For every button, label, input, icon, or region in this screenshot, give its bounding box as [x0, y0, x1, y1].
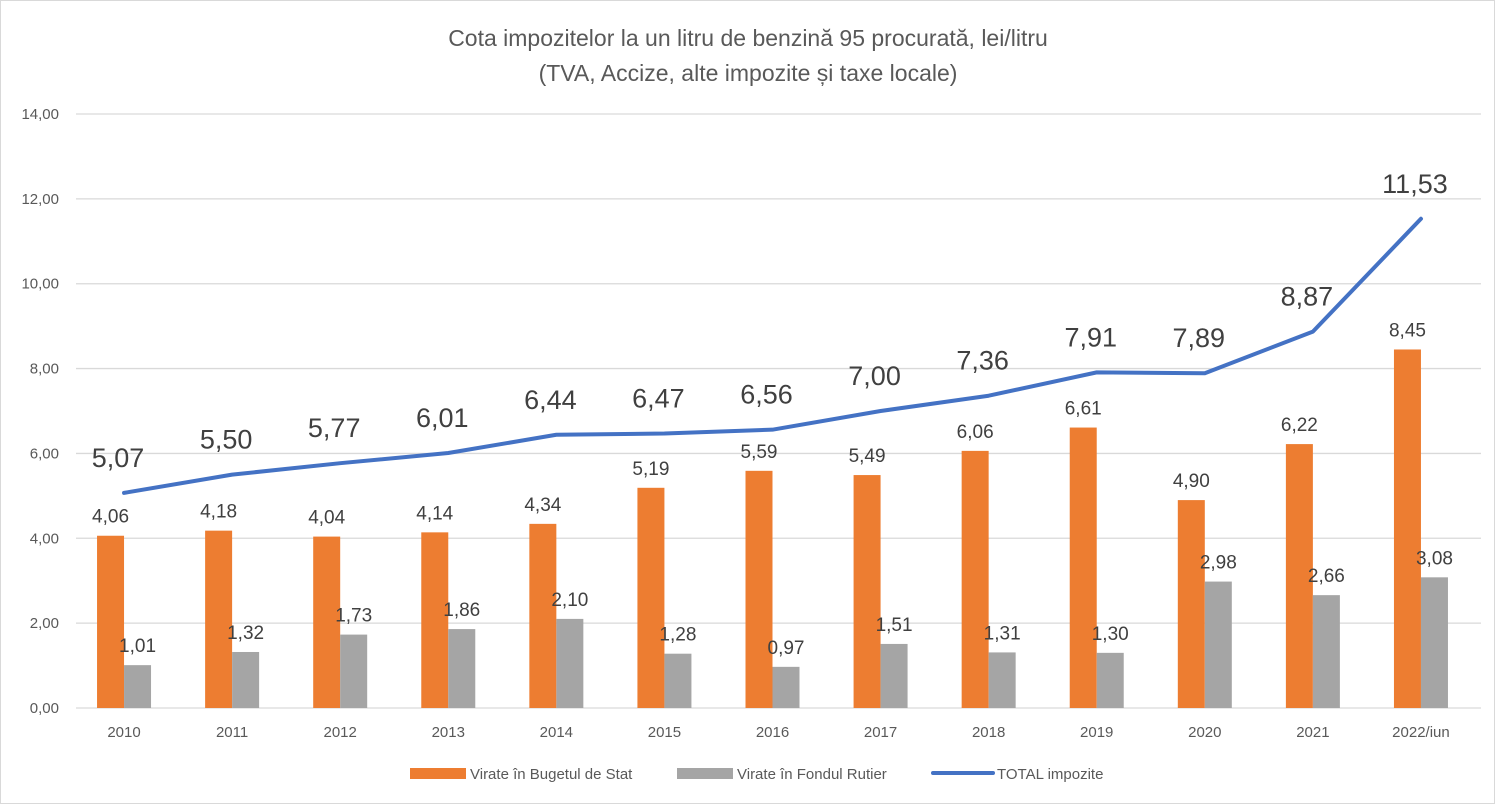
bar-fondul-rutier: [773, 667, 800, 708]
y-tick-label: 12,00: [21, 191, 59, 208]
data-label-buget-stat: 5,49: [849, 446, 886, 467]
data-label-total: 11,53: [1382, 169, 1448, 199]
bar-fondul-rutier: [989, 652, 1016, 708]
data-label-total: 8,87: [1281, 282, 1334, 312]
y-tick-label: 10,00: [21, 276, 59, 293]
bar-buget-stat: [637, 488, 664, 708]
x-tick-label: 2019: [1080, 724, 1113, 741]
bar-fondul-rutier: [448, 629, 475, 708]
x-tick-label: 2017: [864, 724, 897, 741]
chart-title: Cota impozitelor la un litru de benzină …: [448, 25, 1048, 51]
bar-fondul-rutier: [1205, 582, 1232, 708]
bar-buget-stat: [1394, 349, 1421, 708]
bar-buget-stat: [1070, 428, 1097, 708]
data-label-total: 5,07: [92, 443, 145, 473]
bar-fondul-rutier: [124, 665, 151, 708]
x-tick-label: 2018: [972, 724, 1005, 741]
data-label-buget-stat: 6,06: [957, 422, 994, 443]
data-label-buget-stat: 4,18: [200, 502, 237, 523]
x-tick-label: 2014: [540, 724, 573, 741]
data-label-total: 7,91: [1064, 322, 1117, 352]
legend-label-buget-stat: Virate în Bugetul de Stat: [470, 766, 633, 783]
bar-buget-stat: [1178, 500, 1205, 708]
bar-buget-stat: [205, 531, 232, 708]
data-label-fondul-rutier: 1,31: [984, 623, 1021, 644]
bar-buget-stat: [97, 536, 124, 708]
x-tick-label: 2010: [107, 724, 140, 741]
data-label-total: 6,44: [524, 385, 577, 415]
y-tick-label: 4,00: [30, 530, 59, 547]
x-tick-label: 2013: [432, 724, 465, 741]
legend-swatch-buget-stat: [410, 768, 466, 779]
data-label-fondul-rutier: 1,51: [876, 615, 913, 636]
data-label-fondul-rutier: 2,10: [551, 590, 588, 611]
data-label-fondul-rutier: 1,01: [119, 636, 156, 657]
data-label-buget-stat: 6,22: [1281, 415, 1318, 436]
data-label-buget-stat: 4,14: [416, 503, 453, 524]
data-label-fondul-rutier: 1,30: [1092, 624, 1129, 645]
y-tick-label: 2,00: [30, 615, 59, 632]
data-label-total: 5,50: [200, 425, 253, 455]
y-tick-label: 14,00: [21, 106, 59, 123]
data-label-fondul-rutier: 1,73: [335, 606, 372, 627]
y-tick-label: 6,00: [30, 445, 59, 462]
legend: Virate în Bugetul de Stat Virate în Fond…: [410, 766, 1103, 783]
bar-fondul-rutier: [1097, 653, 1124, 708]
x-axis-ticks: 2010 2011 2012 2013 2014 2015 2016 2017 2018 2019…: [107, 724, 1449, 741]
data-label-total: 5,77: [308, 413, 361, 443]
data-label-buget-stat: 4,90: [1173, 471, 1210, 492]
data-label-total: 6,56: [740, 380, 793, 410]
y-tick-label: 0,00: [30, 700, 59, 717]
data-label-buget-stat: 4,34: [524, 495, 561, 516]
bar-buget-stat: [854, 475, 881, 708]
legend-label-fondul-rutier: Virate în Fondul Rutier: [737, 766, 887, 783]
data-label-fondul-rutier: 1,28: [659, 625, 696, 646]
x-tick-label: 2020: [1188, 724, 1221, 741]
data-label-buget-stat: 6,61: [1065, 399, 1102, 420]
x-tick-label: 2021: [1296, 724, 1329, 741]
data-label-buget-stat: 4,06: [92, 507, 129, 528]
data-label-fondul-rutier: 0,97: [768, 638, 805, 659]
data-label-buget-stat: 5,19: [632, 459, 669, 480]
chart-subtitle: (TVA, Accize, alte impozite și taxe loca…: [539, 60, 958, 86]
data-label-buget-stat: 4,04: [308, 508, 345, 529]
bar-fondul-rutier: [1313, 595, 1340, 708]
legend-swatch-fondul-rutier: [677, 768, 733, 779]
bar-fondul-rutier: [1421, 577, 1448, 708]
bar-buget-stat: [746, 471, 773, 708]
x-tick-label: 2016: [756, 724, 789, 741]
x-tick-label: 2012: [324, 724, 357, 741]
data-label-fondul-rutier: 3,08: [1416, 548, 1453, 569]
bar-fondul-rutier: [556, 619, 583, 708]
gridlines: [76, 114, 1481, 708]
data-label-total: 6,01: [416, 403, 469, 433]
data-label-buget-stat: 5,59: [741, 442, 778, 463]
data-label-fondul-rutier: 1,32: [227, 623, 264, 644]
data-label-total: 7,00: [848, 361, 901, 391]
data-label-total: 6,47: [632, 383, 685, 413]
data-label-total: 7,36: [956, 346, 1009, 376]
bar-fondul-rutier: [232, 652, 259, 708]
bar-fondul-rutier: [340, 635, 367, 708]
bar-buget-stat: [962, 451, 989, 708]
x-tick-label: 2011: [216, 724, 248, 741]
y-axis-ticks: 0,00 2,00 4,00 6,00 8,00 10,00 12,00 14,00: [21, 106, 59, 717]
y-tick-label: 8,00: [30, 361, 59, 378]
bar-buget-stat: [529, 524, 556, 708]
legend-label-total: TOTAL impozite: [997, 766, 1103, 783]
x-tick-label: 2015: [648, 724, 681, 741]
data-label-buget-stat: 8,45: [1389, 320, 1426, 341]
bar-fondul-rutier: [664, 654, 691, 708]
bar-fondul-rutier: [881, 644, 908, 708]
data-label-fondul-rutier: 2,66: [1308, 566, 1345, 587]
x-tick-label: 2022/iun: [1392, 724, 1450, 741]
data-label-fondul-rutier: 1,86: [443, 600, 480, 621]
data-label-fondul-rutier: 2,98: [1200, 553, 1237, 574]
data-label-total: 7,89: [1173, 323, 1226, 353]
